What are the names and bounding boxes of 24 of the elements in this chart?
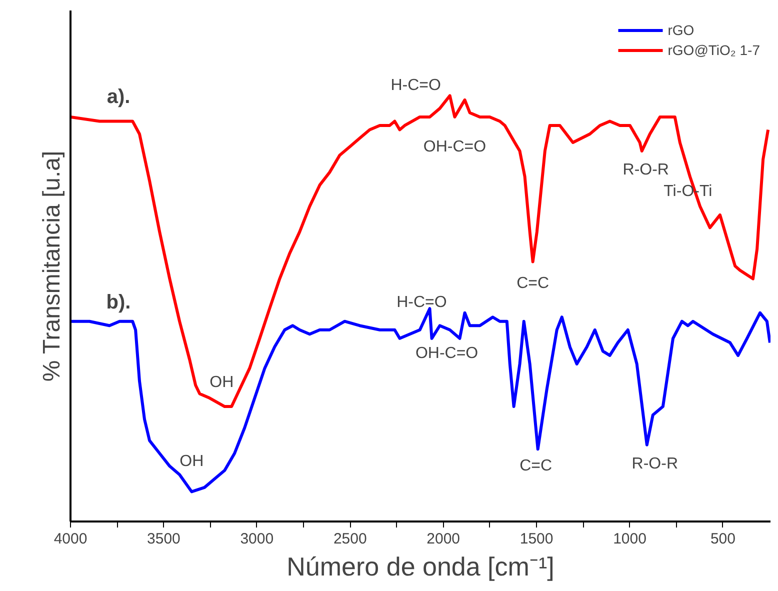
annotation: R-O-R [622, 162, 669, 179]
y-axis-title: % Transmitancia [u.a] [38, 150, 66, 382]
annotation: C=C [516, 275, 550, 292]
x-axis-title: Número de onda [cm⁻¹] [286, 552, 554, 582]
x-tick-label: 500 [710, 530, 736, 548]
legend-label: rGO [668, 22, 694, 38]
annotation: a). [106, 86, 130, 108]
annotation: OH [180, 453, 204, 470]
annotation: H-C=O [390, 77, 441, 94]
x-tick-label: 4000 [54, 530, 88, 548]
x-tick-label: 2500 [333, 530, 367, 548]
annotation: C=C [520, 458, 552, 475]
x-tick-label: 2000 [426, 530, 460, 548]
annotation: b). [106, 291, 131, 314]
annotation: R-O-R [632, 455, 678, 472]
annotation: OH-C=O [415, 344, 478, 362]
x-tick-label: 3500 [147, 530, 180, 548]
annotation: OH [210, 374, 234, 392]
legend-label: rGO@TiO₂ 1-7 [668, 42, 760, 58]
annotation: OH-C=O [423, 138, 486, 156]
x-tick-label: 3000 [240, 530, 274, 548]
x-tick-label: 1500 [520, 530, 554, 548]
x-tick-label: 1000 [613, 530, 646, 548]
annotation: H-C=O [396, 294, 447, 312]
